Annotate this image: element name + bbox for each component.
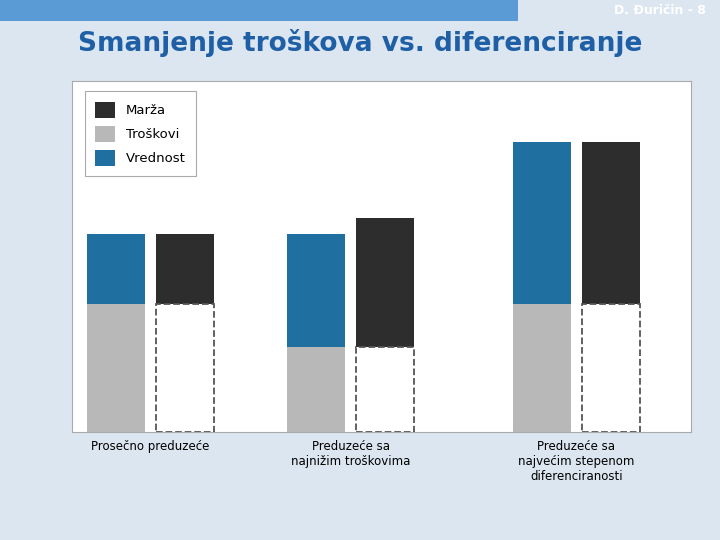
Bar	[356, 347, 415, 432]
Bar	[0, 0, 518, 21]
Legend: Marža, Troškovi, Vrednost: Marža, Troškovi, Vrednost	[85, 91, 196, 177]
Bar	[582, 142, 640, 432]
Text: D. Đuričin - 8: D. Đuričin - 8	[613, 4, 706, 17]
Bar	[513, 304, 571, 432]
Text: Smanjenje troškova vs. diferenciranje: Smanjenje troškova vs. diferenciranje	[78, 29, 642, 57]
Bar	[156, 304, 214, 432]
Bar	[513, 142, 571, 432]
Bar	[287, 234, 345, 432]
Bar	[86, 234, 145, 432]
Bar	[287, 347, 345, 432]
Bar	[582, 304, 640, 432]
Bar	[86, 304, 145, 432]
Bar	[356, 218, 415, 432]
Bar	[156, 234, 214, 432]
